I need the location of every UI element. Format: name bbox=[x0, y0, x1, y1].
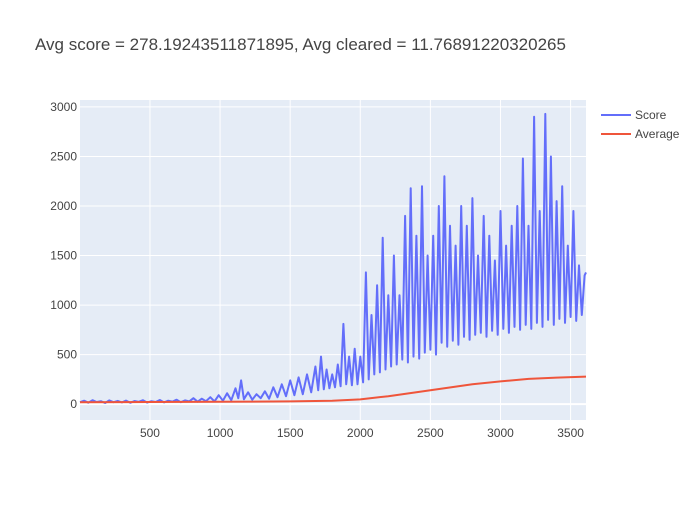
legend[interactable]: Score Average bbox=[601, 108, 680, 141]
y-tick-label: 1000 bbox=[50, 298, 77, 312]
x-tick-label: 2000 bbox=[347, 426, 374, 440]
x-tick-label: 1000 bbox=[207, 426, 234, 440]
chart-title: Avg score = 278.19243511871895, Avg clea… bbox=[35, 35, 566, 54]
x-tick-label: 1500 bbox=[277, 426, 304, 440]
x-tick-label: 500 bbox=[140, 426, 160, 440]
x-tick-label: 3000 bbox=[487, 426, 514, 440]
y-tick-label: 0 bbox=[70, 397, 77, 411]
legend-label: Average bbox=[635, 127, 680, 141]
x-tick-label: 2500 bbox=[417, 426, 444, 440]
y-tick-label: 3000 bbox=[50, 100, 77, 114]
series-line-average bbox=[79, 375, 587, 404]
y-tick-label: 500 bbox=[57, 348, 77, 362]
x-tick-label: 3500 bbox=[557, 426, 584, 440]
tick-labels: 500 1000 1500 2000 2500 3000 3500 0 500 1000 1500 2… bbox=[50, 100, 584, 440]
legend-item-score[interactable]: Score bbox=[601, 108, 667, 122]
series-layer bbox=[79, 112, 587, 404]
legend-label: Score bbox=[635, 108, 667, 122]
y-tick-label: 2500 bbox=[50, 149, 77, 163]
legend-item-average[interactable]: Average bbox=[601, 127, 680, 141]
y-tick-label: 1500 bbox=[50, 249, 77, 263]
y-tick-label: 2000 bbox=[50, 199, 77, 213]
